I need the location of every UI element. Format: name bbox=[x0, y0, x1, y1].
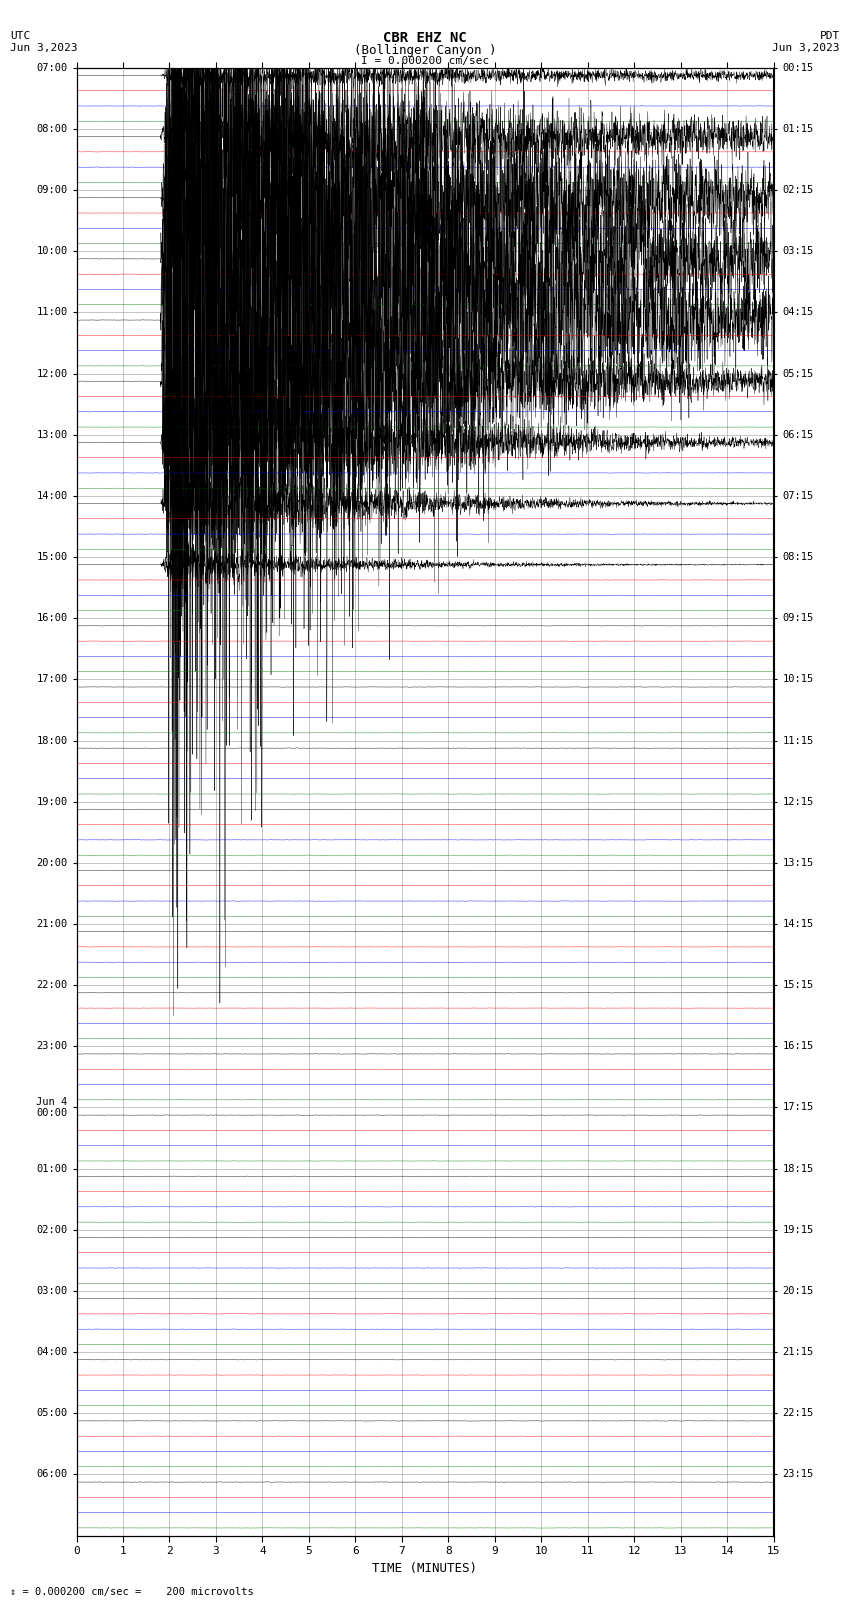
Text: UTC: UTC bbox=[10, 31, 31, 42]
Text: Jun 3,2023: Jun 3,2023 bbox=[773, 44, 840, 53]
Text: I = 0.000200 cm/sec: I = 0.000200 cm/sec bbox=[361, 56, 489, 66]
Text: PDT: PDT bbox=[819, 31, 840, 42]
Text: Jun 3,2023: Jun 3,2023 bbox=[10, 44, 77, 53]
X-axis label: TIME (MINUTES): TIME (MINUTES) bbox=[372, 1561, 478, 1574]
Text: ⇕ = 0.000200 cm/sec =    200 microvolts: ⇕ = 0.000200 cm/sec = 200 microvolts bbox=[10, 1587, 254, 1597]
Text: (Bollinger Canyon ): (Bollinger Canyon ) bbox=[354, 44, 496, 58]
Text: CBR EHZ NC: CBR EHZ NC bbox=[383, 31, 467, 45]
